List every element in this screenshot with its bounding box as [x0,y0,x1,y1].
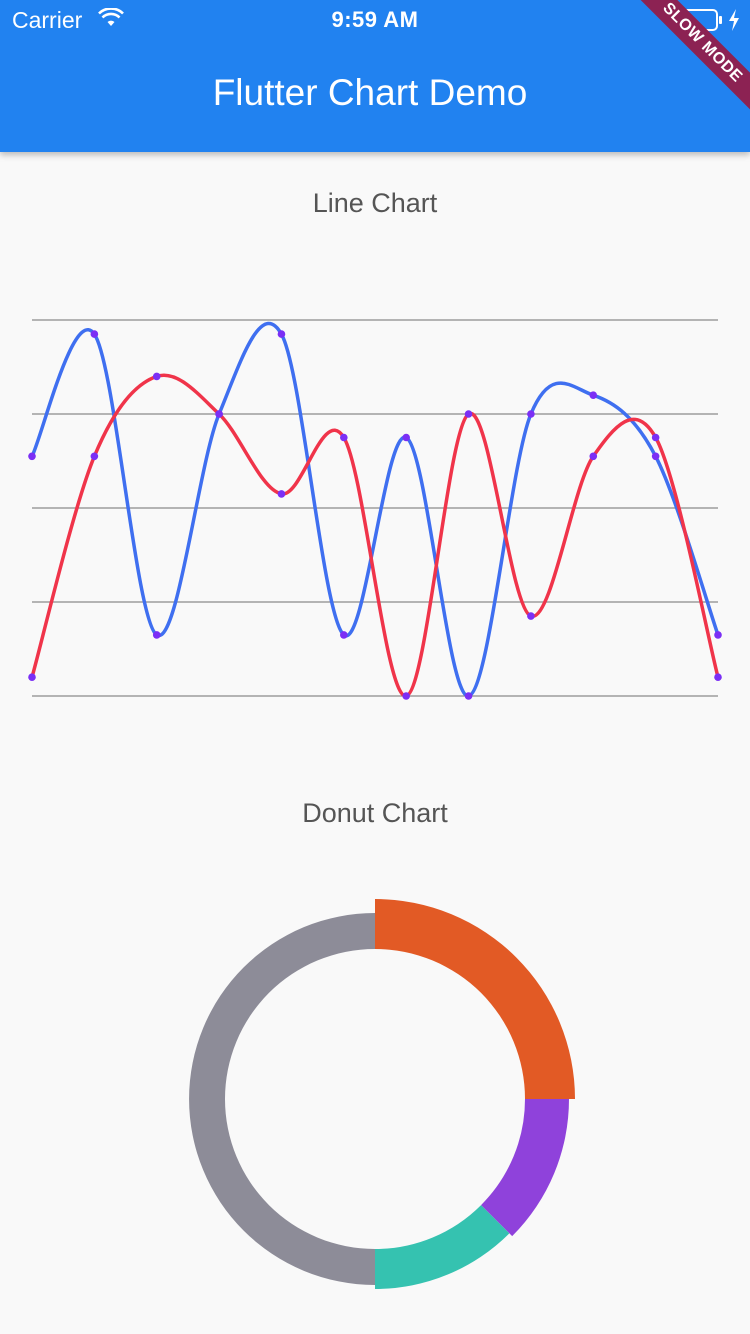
series-1-point [340,631,348,639]
series-1-point [464,692,473,700]
app-bar: Carrier 9:59 AM Flutter Chart Demo SLOW … [0,0,750,152]
series-2-point [527,612,535,620]
series-1-point [527,410,535,418]
series-1-point [28,452,36,461]
series-2-point [464,410,473,418]
series-1-point [90,330,99,338]
donut-slice [375,1205,510,1289]
donut-chart-title: Donut Chart [302,798,448,828]
page-title: Flutter Chart Demo [212,72,528,113]
series-2-point [277,490,286,498]
carrier-label: Carrier [12,7,83,33]
series-1-point [714,631,722,639]
series-2-point [340,433,348,442]
donut-slice [375,899,575,1099]
series-2-point [651,433,660,442]
series-2-point [215,410,223,418]
status-time: 9:59 AM [331,7,419,32]
line-chart-title: Line Chart [312,188,438,218]
series-2-point [28,673,36,681]
donut-slice [481,1099,569,1237]
charging-bolt-icon [729,9,739,31]
series-2-point [714,673,722,681]
donut-chart [189,899,575,1289]
wifi-icon [98,8,124,26]
line-chart [28,319,722,700]
series-1-point [402,433,410,442]
status-bar: Carrier 9:59 AM [0,0,750,40]
series-2-point [589,452,598,461]
series-1-point [589,391,598,399]
series-2-point [402,692,410,700]
donut-slice [189,913,375,1285]
series-2-point [90,452,99,461]
series-1-line [30,321,720,698]
series-1-point [277,330,286,338]
series-1-point [651,452,660,461]
series-1-point [152,631,161,639]
series-2-point [152,372,161,381]
